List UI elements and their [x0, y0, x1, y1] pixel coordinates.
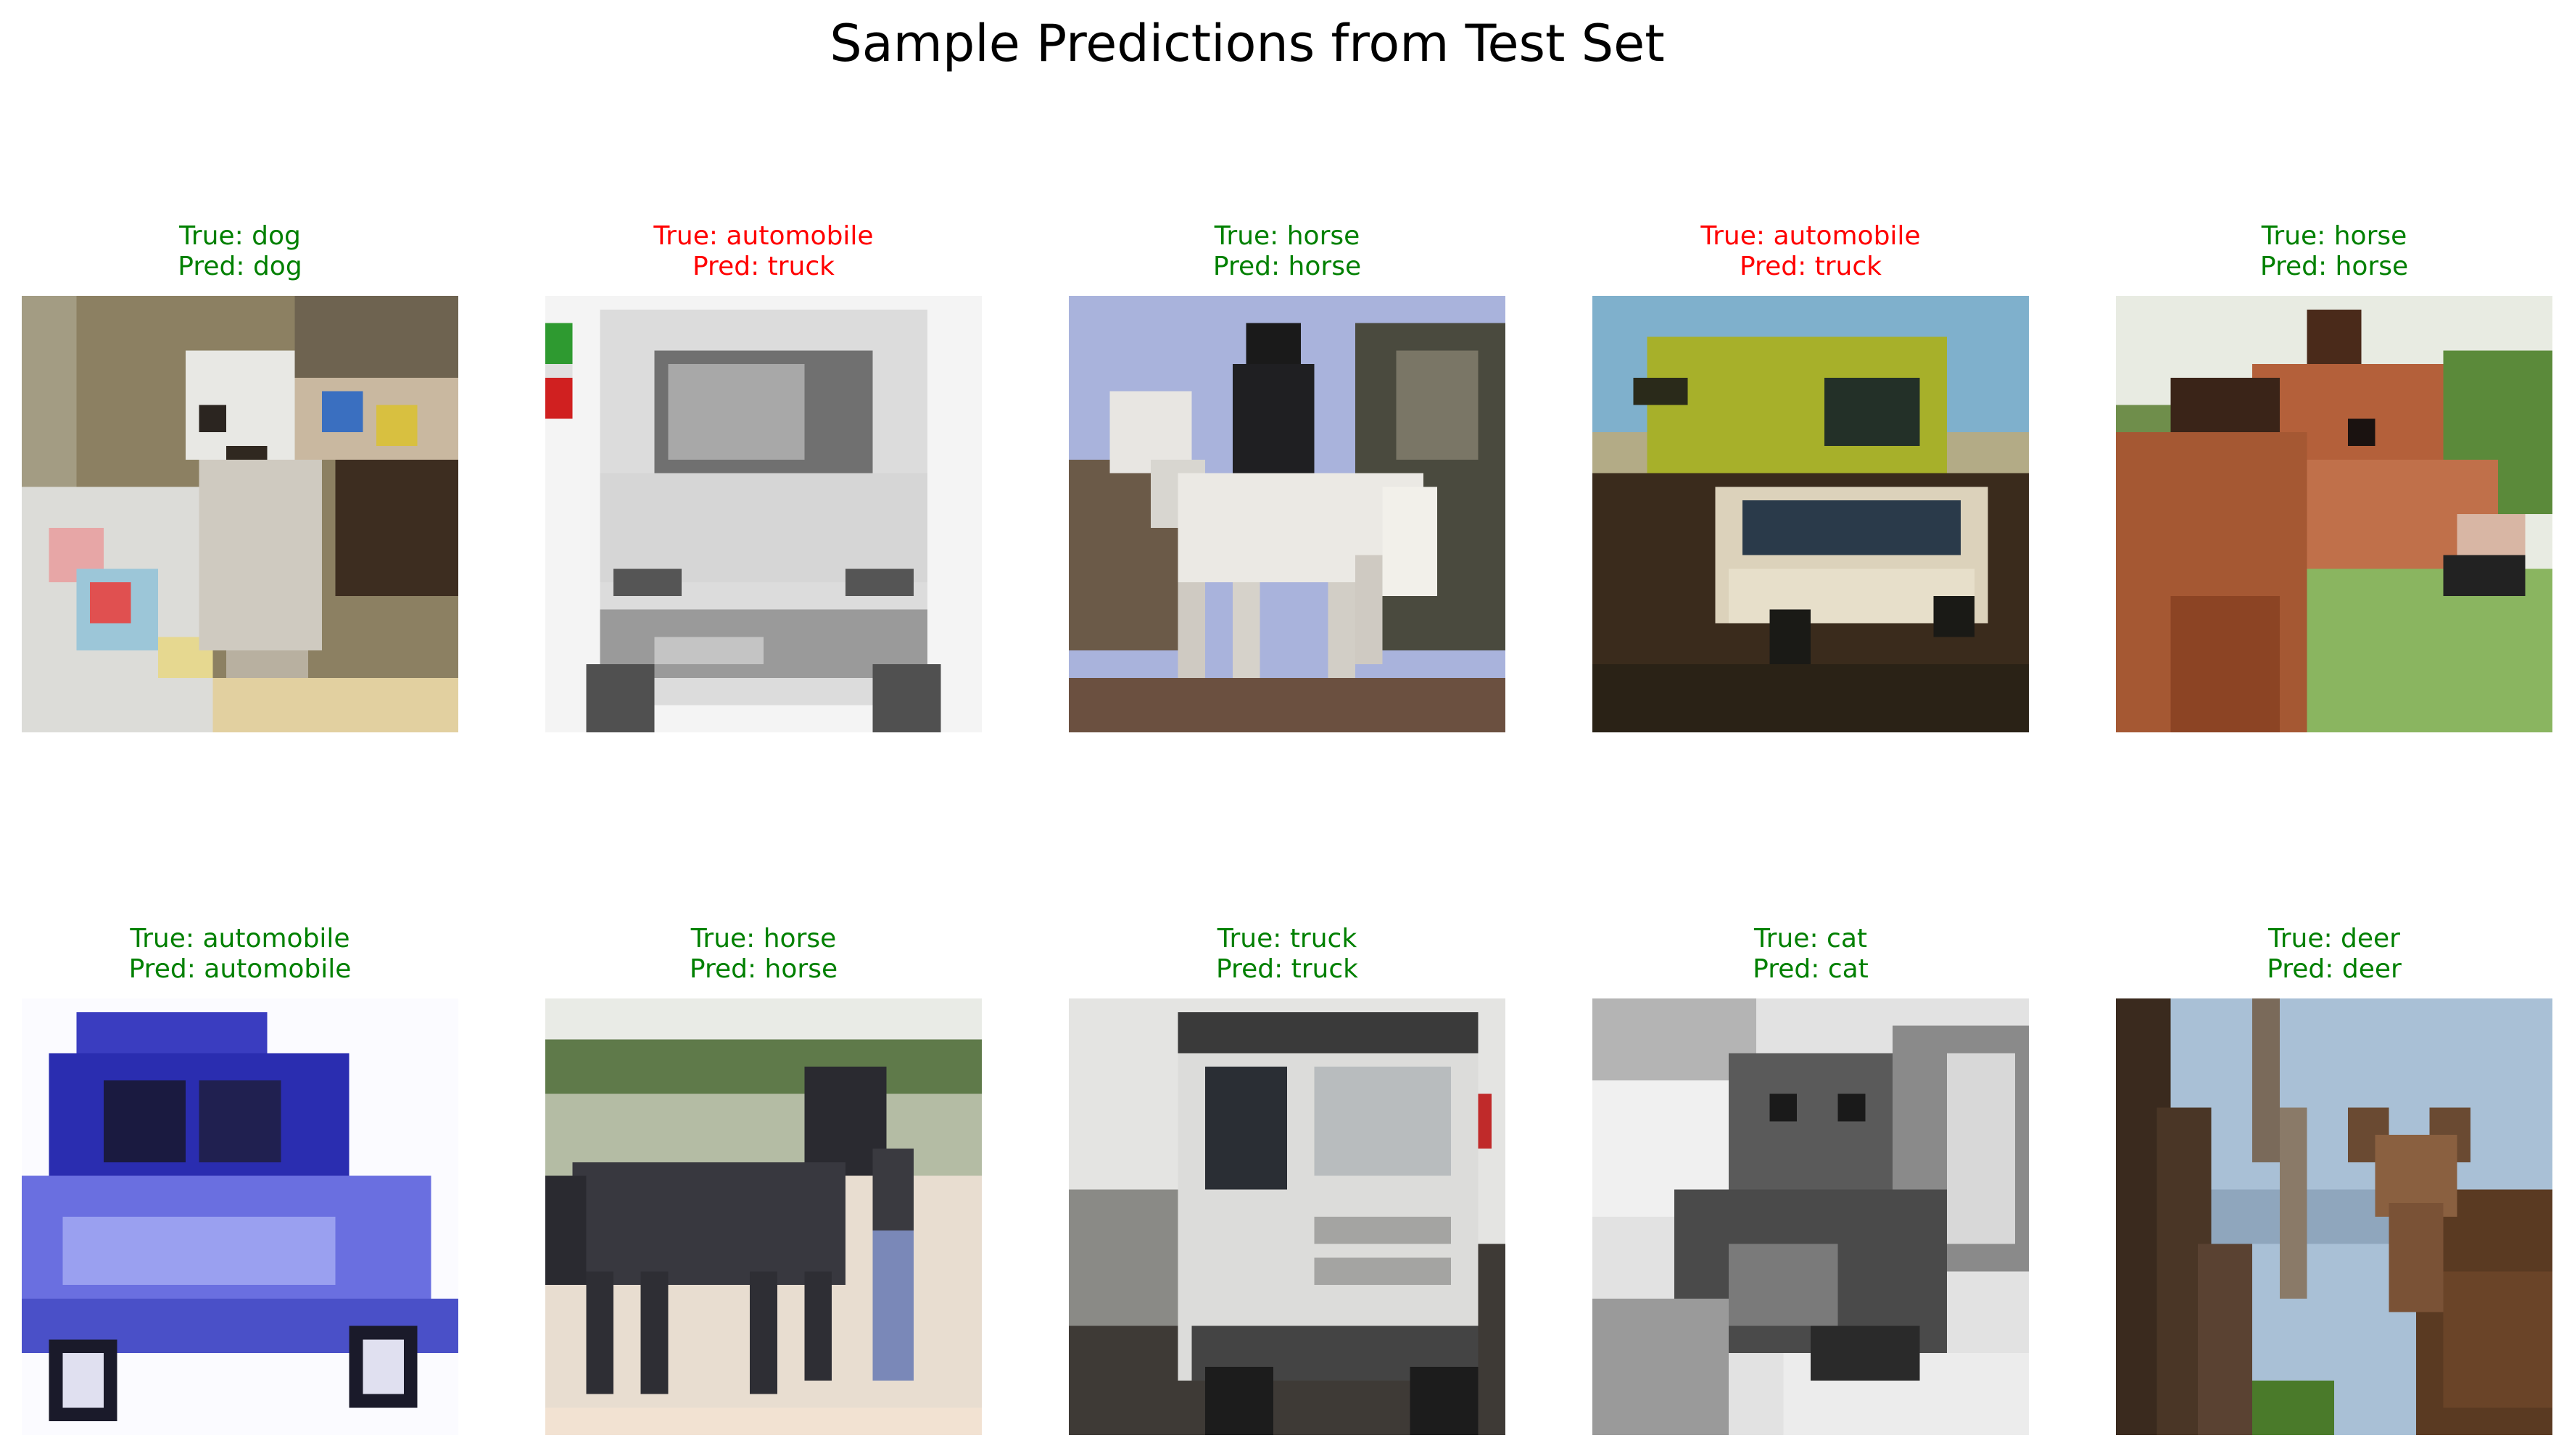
panel-label: True: horse Pred: horse: [2087, 221, 2572, 282]
panel-label: True: cat Pred: cat: [1563, 924, 2058, 985]
true-label: True: dog: [179, 221, 301, 251]
panel-label: True: automobile Pred: automobile: [0, 924, 487, 985]
true-label: True: cat: [1753, 924, 1867, 954]
pred-label: Pred: automobile: [128, 954, 352, 984]
pred-label: Pred: truck: [1215, 954, 1359, 984]
panel-label: True: deer Pred: deer: [2087, 924, 2572, 985]
true-label: True: automobile: [1700, 221, 1921, 251]
pred-label: Pred: horse: [2259, 252, 2409, 281]
pred-label: Pred: dog: [178, 252, 302, 281]
panel-label: True: dog Pred: dog: [0, 221, 487, 282]
rooftop-car-image: [1592, 296, 2029, 732]
true-label: True: truck: [1217, 924, 1357, 954]
panel-label: True: horse Pred: horse: [516, 924, 1011, 985]
panel-label: True: truck Pred: truck: [1040, 924, 1534, 985]
pred-label: Pred: horse: [689, 954, 838, 984]
panel-label: True: automobile Pred: truck: [1563, 221, 2058, 282]
blue-car-image: [22, 998, 458, 1435]
van-image: [545, 296, 982, 732]
true-label: True: horse: [690, 924, 837, 954]
true-label: True: automobile: [653, 221, 874, 251]
deer-image: [2116, 998, 2552, 1435]
true-label: True: horse: [1214, 221, 1360, 251]
rider-horse-image: [1069, 296, 1505, 732]
true-label: True: automobile: [130, 924, 350, 954]
truck-image: [1069, 998, 1505, 1435]
pred-label: Pred: cat: [1753, 954, 1869, 984]
true-label: True: horse: [2261, 221, 2407, 251]
true-label: True: deer: [2268, 924, 2400, 954]
dark-horse-image: [545, 998, 982, 1435]
pred-label: Pred: horse: [1212, 252, 1362, 281]
brown-horse-image: [2116, 296, 2552, 732]
figure-title: Sample Predictions from Test Set: [830, 14, 1665, 73]
panel-label: True: automobile Pred: truck: [516, 221, 1011, 282]
pred-label: Pred: deer: [2267, 954, 2402, 984]
pred-label: Pred: truck: [1739, 252, 1882, 281]
dog-image: [22, 296, 458, 732]
panel-label: True: horse Pred: horse: [1040, 221, 1534, 282]
cat-image: [1592, 998, 2029, 1435]
pred-label: Pred: truck: [692, 252, 835, 281]
